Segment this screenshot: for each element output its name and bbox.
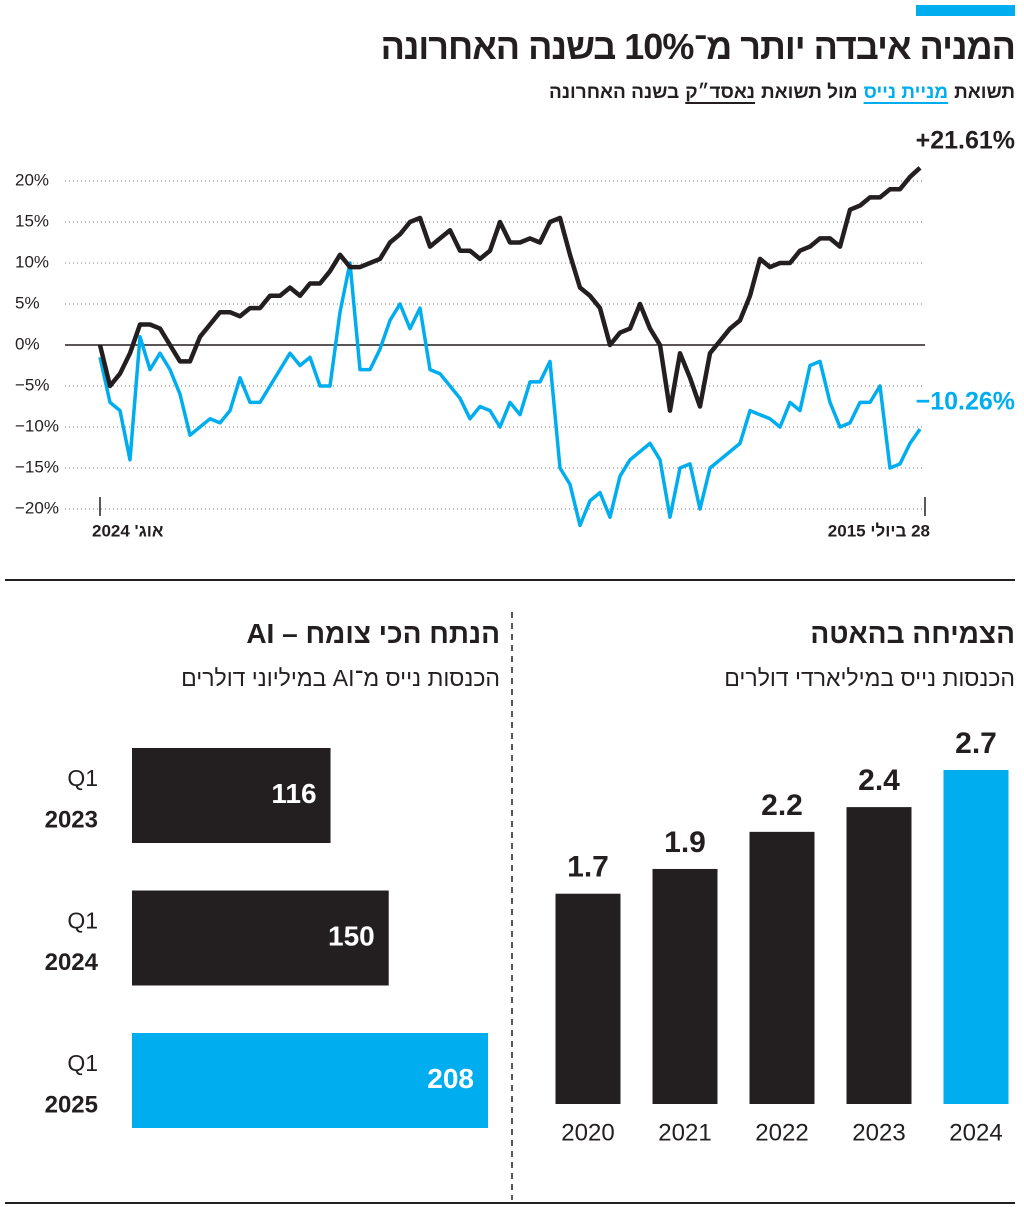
x-tick-label: 2022 [755,1119,808,1146]
x-tick-label: 2024 [949,1119,1002,1146]
value-label: 2.2 [761,789,803,822]
value-label: 150 [328,920,375,951]
x-tick-label: 2021 [658,1119,711,1146]
series-line [97,166,922,413]
bar [132,1033,488,1128]
y-tick-label: 2023 [45,806,98,833]
value-label: 2.4 [858,764,900,797]
bar [943,770,1009,1104]
y-tick-label: 15% [15,211,49,230]
value-label: 1.9 [664,826,706,859]
x-tick-label: 28 ביולי 2015 [828,521,930,540]
y-tick-label: Q1 [67,765,98,791]
bar [132,748,331,843]
y-tick-label: −15% [15,457,59,476]
chart-title: המניה איבדה יותר מ־10% בשנה האחרונה [380,26,1016,67]
value-label: 208 [427,1063,474,1094]
value-label: 2.7 [955,727,997,760]
y-tick-label: 20% [15,170,49,189]
accent-bar [916,5,1015,16]
y-tick-label: −5% [15,375,50,394]
chart-subtitle: הכנסות נייס במיליארדי דולרים [724,665,1015,691]
y-tick-label: 10% [15,252,49,271]
bar [846,807,912,1104]
chart-subtitle: תשואתמניית נייסמול תשואת נאסד״קבשנה האחרו… [543,82,1015,104]
legend-entry: מניית נייס [863,82,949,103]
chart-title: הנתח הכי צומח – AI [246,618,500,649]
y-tick-label: Q1 [67,1050,98,1076]
y-tick-label: −20% [15,498,59,517]
subtitle-text: תשואת [954,82,1015,103]
subtitle-text: בשנה האחרונה [549,82,680,103]
series-line [98,261,922,528]
value-label: −10.26% [916,388,1015,416]
bar [652,868,718,1104]
y-tick-label: 0% [15,334,40,353]
chart-subtitle: הכנסות נייס מ־AI במיליוני דולרים [181,665,500,691]
y-tick-label: 5% [15,293,40,312]
x-tick-label: אוג' 2024 [92,521,164,540]
bar [555,893,621,1104]
bar [132,890,389,986]
chart-title: הצמיחה בהאטה [810,618,1015,649]
value-label: 116 [271,778,316,809]
x-tick-label: 2023 [852,1119,905,1146]
y-tick-label: 2024 [45,949,99,976]
y-tick-label: 2025 [45,1091,98,1118]
value-label: +21.61% [916,126,1015,154]
bar [749,831,815,1104]
y-tick-label: Q1 [67,908,98,934]
value-label: 1.7 [567,851,609,884]
subtitle-text: מול תשואת [761,82,858,103]
legend-entry: נאסד״ק [685,82,755,103]
x-tick-label: 2020 [561,1119,614,1146]
y-tick-label: −10% [15,416,59,435]
